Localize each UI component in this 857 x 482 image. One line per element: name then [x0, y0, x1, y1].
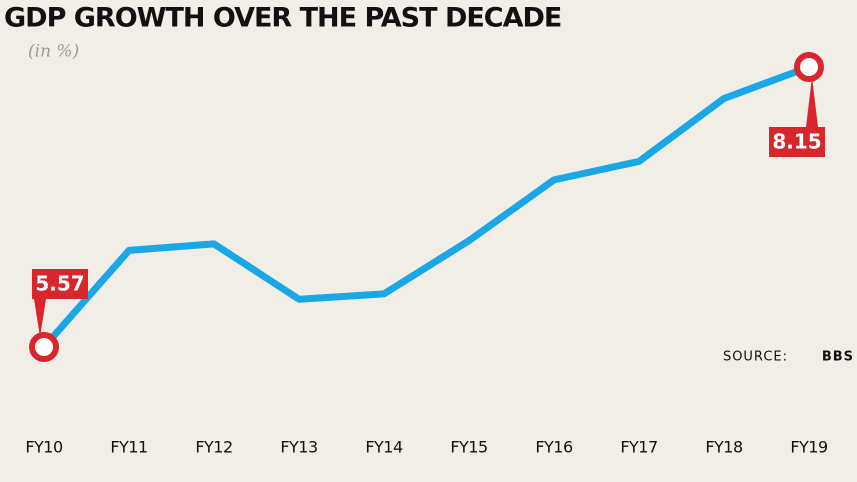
x-tick-label: FY11: [110, 438, 147, 457]
point-marker: [29, 332, 59, 362]
point-marker: [794, 52, 824, 82]
x-tick-label: FY13: [280, 438, 317, 457]
x-tick-label: FY17: [620, 438, 657, 457]
label-pointer: [34, 299, 46, 337]
data-line: [41, 63, 811, 350]
x-tick-label: FY18: [705, 438, 743, 457]
x-tick-label: FY15: [450, 438, 487, 457]
source-label: SOURCE:: [723, 350, 788, 365]
x-tick-label: FY10: [25, 438, 63, 457]
value-label: 8.15: [772, 130, 821, 154]
chart-title: GDP GROWTH OVER THE PAST DECADE: [4, 3, 561, 34]
x-tick-label: FY16: [535, 438, 573, 457]
source: BBS: [822, 350, 854, 365]
label-pointer: [806, 77, 818, 127]
label-box: [32, 269, 88, 299]
x-tick-label: FY12: [195, 438, 232, 457]
chart-subtitle: (in %): [28, 42, 79, 62]
x-tick-label: FY19: [790, 438, 828, 457]
x-tick-label: FY14: [365, 438, 403, 457]
value-label: 5.57: [35, 272, 84, 296]
label-box: [769, 127, 825, 157]
